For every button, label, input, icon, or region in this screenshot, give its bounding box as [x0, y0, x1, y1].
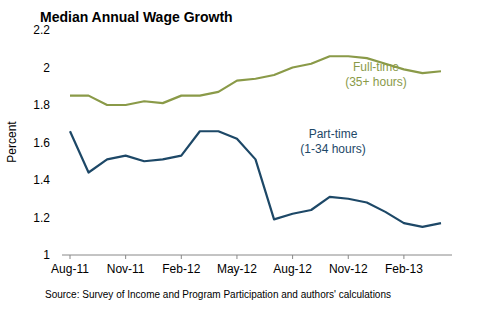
y-tick-label: 2 — [43, 61, 50, 75]
x-tick — [348, 255, 349, 259]
series-line — [70, 56, 441, 105]
series-line — [70, 131, 441, 227]
x-tick-label: May-12 — [217, 262, 257, 276]
x-tick — [236, 255, 237, 259]
series-label: Part-time — [309, 127, 358, 141]
series-annotation: (1-34 hours) — [300, 142, 365, 156]
x-tick-label: Feb-12 — [162, 262, 200, 276]
y-tick-label: 1.6 — [33, 136, 50, 150]
x-tick — [181, 255, 182, 259]
title: Median Annual Wage Growth — [40, 9, 233, 25]
y-tick-label: 1 — [43, 248, 50, 262]
plot-area — [70, 56, 441, 227]
x-tick — [292, 255, 293, 259]
x-tick-label: Aug-12 — [273, 262, 312, 276]
x-tick — [70, 255, 71, 259]
y-axis-label: Percent — [5, 121, 19, 163]
x-tick-label: Feb-13 — [385, 262, 423, 276]
y-tick-label: 2.2 — [33, 23, 50, 37]
series-label: Full-time — [353, 60, 399, 74]
chart: Median Annual Wage Growth Percent 1 1.2 1.4 1… — [0, 0, 492, 310]
x-tick-label: Nov-12 — [329, 262, 368, 276]
x-tick-label: Nov-11 — [107, 262, 145, 276]
y-tick-label: 1.2 — [33, 211, 50, 225]
y-tick-label: 1.8 — [33, 98, 50, 112]
x-tick-label: Aug-11 — [51, 262, 89, 276]
source: Source: Survey of Income and Program Par… — [45, 289, 391, 300]
series-annotation: (35+ hours) — [345, 75, 407, 89]
x-axis — [62, 255, 452, 256]
x-tick — [125, 255, 126, 259]
y-tick-label: 1.4 — [33, 173, 50, 187]
x-tick — [403, 255, 404, 259]
